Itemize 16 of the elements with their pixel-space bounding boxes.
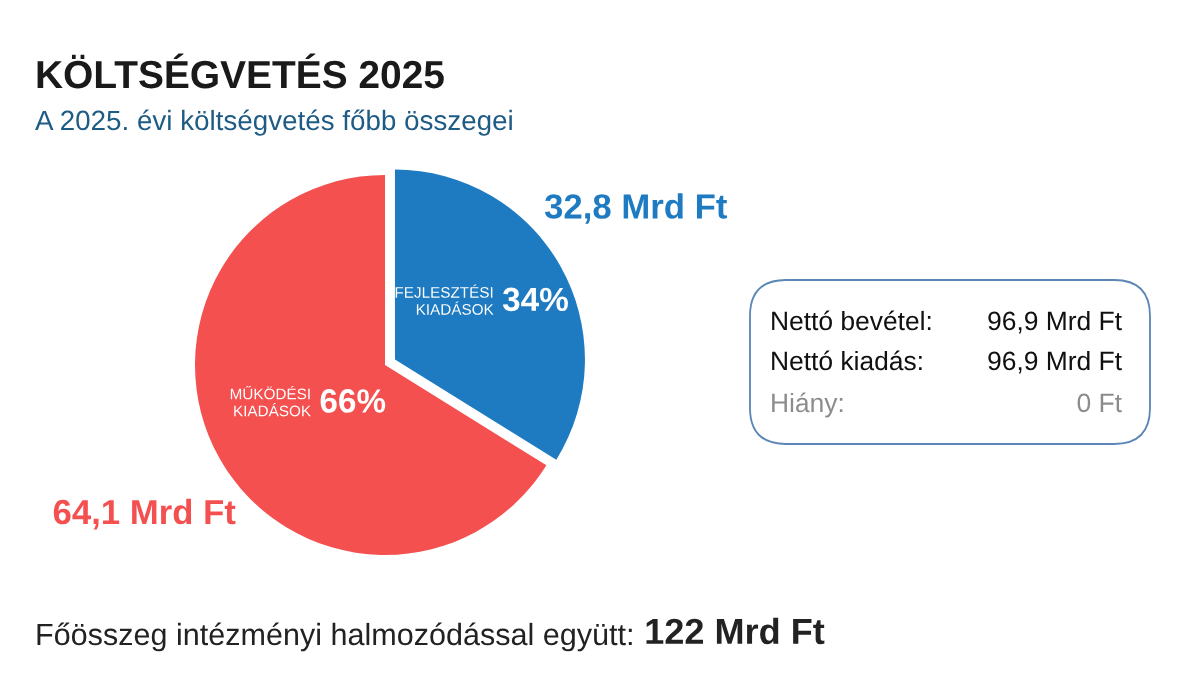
text: Nettó bevétel: <box>772 310 931 331</box>
chart-subtitle: A 2025. évi költségvetés főbb összegei <box>35 109 512 136</box>
text: 34% <box>502 287 568 312</box>
text: Nettó kiadás: <box>772 350 922 371</box>
text: 0 Ft <box>1077 393 1122 413</box>
text: 122 Mrd Ft <box>646 617 825 645</box>
text: 96,9 Mrd Ft <box>988 350 1122 374</box>
data-label: 64,1 Mrd Ft <box>53 498 236 530</box>
text: 66% <box>320 389 386 413</box>
text: Főösszeg intézményi halmozódással együtt: <box>37 622 632 652</box>
data-label: 32,8 Mrd Ft <box>544 193 727 224</box>
text: Hiány: <box>772 392 843 418</box>
chart-title: KÖLTSÉGVETÉS 2025 <box>37 53 444 89</box>
text: 96,9 Mrd Ft <box>988 310 1122 334</box>
slice-label: FEJLESZTÉSI KIADÁSOK <box>395 284 494 315</box>
slice-label: MŰKÖDÉSI KIADÁSOK <box>230 385 311 417</box>
